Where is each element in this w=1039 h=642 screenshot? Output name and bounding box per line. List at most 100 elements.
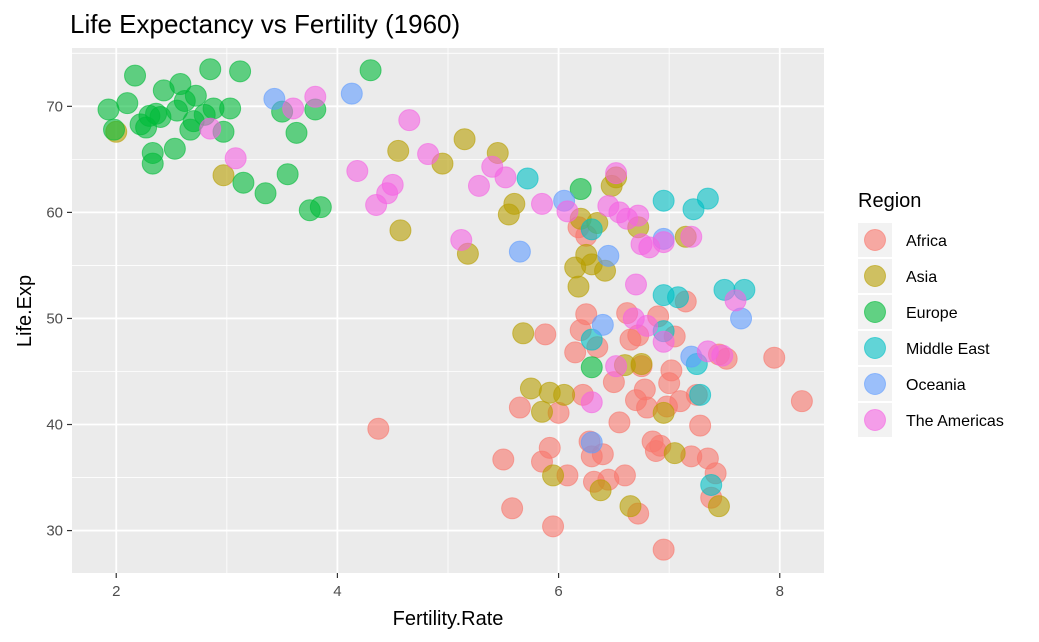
data-point: [508, 240, 531, 263]
data-point: [224, 147, 247, 170]
data-point: [304, 85, 327, 108]
data-point: [212, 164, 235, 187]
data-point: [232, 171, 255, 194]
data-point: [519, 377, 542, 400]
data-point: [652, 330, 675, 353]
data-point: [660, 359, 683, 382]
data-point: [389, 219, 412, 242]
data-point: [263, 87, 286, 110]
data-point: [538, 436, 561, 459]
legend-items: Africa Asia Europe Middle East Oceania The Am…: [858, 223, 1004, 437]
legend-label: Middle East: [906, 341, 990, 358]
data-point: [663, 442, 686, 465]
data-point: [534, 323, 557, 346]
x-axis-ticks: 2 4 6 8: [112, 573, 784, 600]
data-point: [501, 497, 524, 520]
data-point: [619, 495, 642, 518]
data-point: [141, 152, 164, 175]
data-point: [689, 383, 712, 406]
y-tick-label: 70: [46, 98, 63, 115]
data-point: [680, 225, 703, 248]
data-point: [608, 411, 631, 434]
legend-swatch: [864, 229, 886, 251]
legend-swatch: [864, 301, 886, 323]
data-point: [254, 182, 277, 205]
data-point: [398, 109, 421, 132]
data-point: [516, 167, 539, 190]
data-point: [567, 275, 590, 298]
data-point: [625, 273, 647, 296]
legend: Region Africa Asia Europe Middle East Oceani…: [858, 190, 1004, 437]
data-point: [556, 200, 579, 223]
legend-label: The Americas: [906, 413, 1004, 430]
data-point: [97, 98, 120, 121]
x-axis-title: Fertility.Rate: [393, 608, 504, 630]
data-point: [605, 355, 628, 378]
data-point: [531, 400, 553, 423]
data-point: [580, 328, 603, 351]
legend-swatch: [864, 337, 886, 359]
data-point: [199, 117, 222, 140]
data-point: [711, 344, 734, 367]
data-point: [340, 82, 363, 105]
data-point: [346, 160, 369, 183]
data-point: [508, 396, 531, 419]
data-point: [724, 289, 747, 312]
data-point: [580, 431, 603, 454]
data-point: [652, 401, 675, 424]
chart-title: Life Expectancy vs Fertility (1960): [70, 9, 460, 39]
data-point: [503, 192, 526, 215]
data-point: [184, 84, 207, 107]
data-point: [367, 417, 390, 440]
data-point: [359, 59, 382, 82]
data-point: [199, 58, 222, 81]
data-point: [696, 187, 719, 210]
x-tick-label: 2: [112, 583, 120, 600]
data-point: [163, 137, 186, 160]
y-tick-label: 30: [46, 523, 63, 540]
data-point: [597, 244, 620, 267]
data-point: [569, 178, 592, 201]
data-point: [531, 192, 553, 215]
legend-title: Region: [858, 190, 921, 212]
data-point: [689, 414, 712, 437]
minor-gridlines: [72, 48, 824, 573]
x-tick-label: 4: [333, 583, 341, 600]
legend-swatch: [864, 409, 886, 431]
data-point: [652, 189, 675, 212]
legend-label: Africa: [906, 233, 947, 250]
data-point: [613, 464, 636, 487]
legend-swatch: [864, 265, 886, 287]
data-point: [285, 121, 308, 144]
data-point: [790, 390, 813, 413]
data-point: [636, 314, 659, 337]
data-point: [387, 139, 410, 162]
data-point: [453, 128, 476, 151]
data-point: [450, 228, 473, 251]
data-point: [591, 313, 614, 336]
data-point: [542, 464, 565, 487]
data-point: [580, 356, 603, 379]
data-point: [467, 174, 490, 197]
data-point: [605, 162, 628, 185]
data-point: [417, 143, 440, 166]
data-point: [580, 218, 603, 241]
data-point: [494, 166, 517, 189]
y-tick-label: 60: [46, 204, 63, 221]
data-point: [652, 231, 675, 254]
data-point: [229, 60, 252, 83]
data-point: [763, 346, 786, 369]
data-point: [553, 383, 576, 406]
data-point: [116, 92, 139, 115]
data-point: [700, 473, 723, 496]
data-point: [124, 64, 147, 87]
data-point: [667, 286, 690, 309]
data-point: [564, 341, 587, 364]
x-tick-label: 8: [776, 583, 784, 600]
legend-label: Europe: [906, 305, 958, 322]
data-point: [309, 196, 332, 219]
data-point: [580, 391, 603, 414]
legend-label: Oceania: [906, 377, 966, 394]
y-tick-label: 40: [46, 417, 63, 434]
